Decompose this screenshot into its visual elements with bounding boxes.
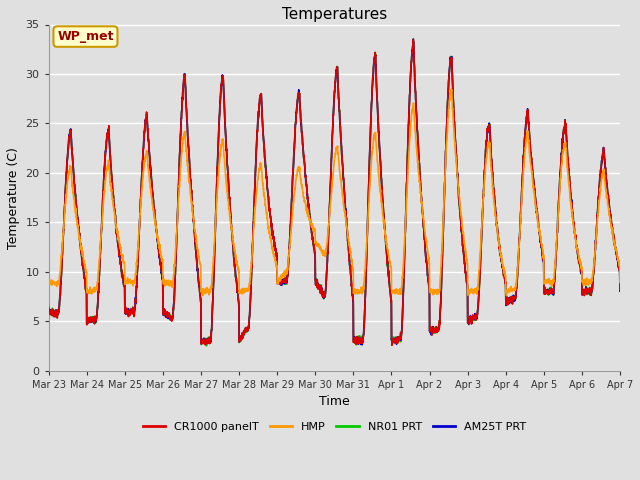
Y-axis label: Temperature (C): Temperature (C) — [7, 147, 20, 249]
Text: WP_met: WP_met — [57, 30, 114, 43]
Title: Temperatures: Temperatures — [282, 7, 387, 22]
Legend: CR1000 panelT, HMP, NR01 PRT, AM25T PRT: CR1000 panelT, HMP, NR01 PRT, AM25T PRT — [138, 418, 531, 437]
X-axis label: Time: Time — [319, 395, 349, 408]
